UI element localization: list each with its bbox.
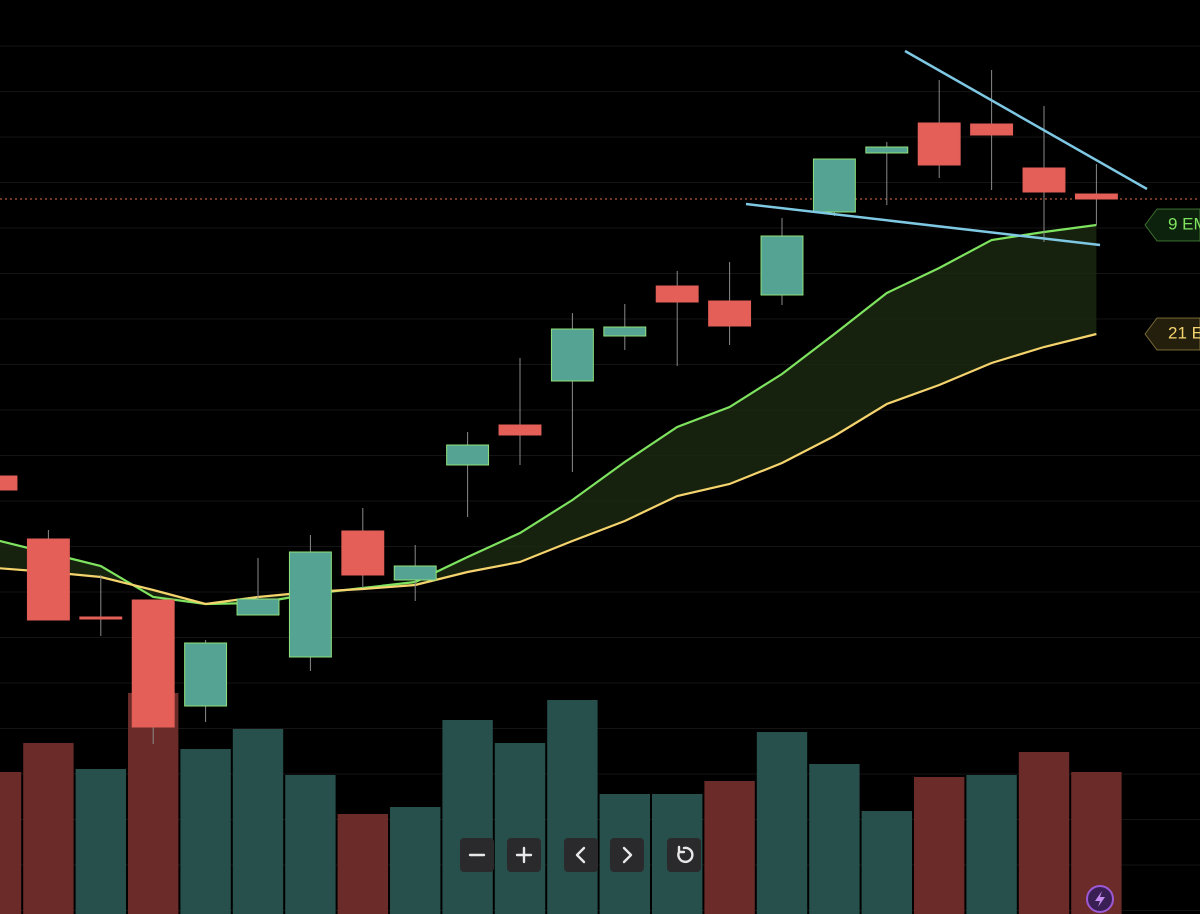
zoom-out-button[interactable] — [460, 838, 494, 872]
candle-body — [655, 285, 699, 303]
volume-bar — [966, 775, 1017, 914]
candle-body — [288, 551, 332, 658]
candle-body — [865, 146, 909, 154]
volume-bar — [232, 729, 284, 914]
volume-bar — [180, 749, 231, 914]
scroll-left-button[interactable] — [564, 838, 598, 872]
candle-body — [393, 565, 437, 581]
trend-line — [904, 49, 1148, 191]
ema-layer — [0, 223, 1097, 606]
volume-bar — [23, 743, 74, 914]
candle-body — [26, 538, 70, 621]
candle-body — [498, 424, 542, 436]
candle-body — [0, 475, 18, 491]
trend-line — [745, 202, 1101, 247]
candle-body — [184, 642, 228, 707]
reset-button[interactable] — [667, 838, 701, 872]
volume-bar — [914, 777, 965, 914]
candle-body — [446, 444, 490, 466]
ema-line — [0, 223, 1097, 606]
zoom-in-button[interactable] — [507, 838, 541, 872]
ema-tag-label: 9 EM — [1168, 214, 1200, 233]
candle-layer — [0, 70, 1118, 744]
candle-body — [131, 599, 175, 728]
volume-bar — [285, 775, 336, 914]
candle-body — [550, 328, 594, 382]
volume-bar — [0, 772, 22, 914]
volume-bar — [704, 781, 755, 914]
candle-body — [917, 122, 961, 166]
volume-bar — [809, 764, 860, 914]
candle-body — [236, 598, 280, 616]
scroll-right-button[interactable] — [610, 838, 644, 872]
candle-body — [970, 123, 1014, 136]
volume-bar — [390, 807, 441, 914]
lightning-button[interactable] — [1086, 885, 1114, 913]
candle-body — [1074, 193, 1118, 200]
candle-body — [1022, 167, 1066, 193]
ema-tag — [1144, 208, 1200, 242]
ema-band — [0, 225, 1097, 604]
volume-bar — [547, 700, 598, 914]
candle-body — [603, 326, 647, 337]
candle-body — [760, 235, 804, 296]
candle-body — [708, 300, 752, 327]
volume-bar — [756, 732, 808, 914]
volume-bar — [861, 811, 912, 914]
ema-tag — [1144, 317, 1200, 351]
ema-tag-label: 21 E — [1168, 323, 1200, 342]
volume-bar — [1018, 752, 1070, 914]
candle-body — [79, 616, 123, 620]
toolbar — [460, 838, 701, 872]
volume-bar — [337, 814, 388, 914]
candle-body — [341, 530, 385, 576]
tag-layer: 9 EM 21 E — [1144, 208, 1200, 351]
candle-body — [812, 158, 856, 213]
volume-bar — [494, 743, 546, 914]
ema-line — [0, 332, 1097, 606]
volume-bar — [75, 769, 126, 914]
volume-bar — [442, 720, 493, 914]
